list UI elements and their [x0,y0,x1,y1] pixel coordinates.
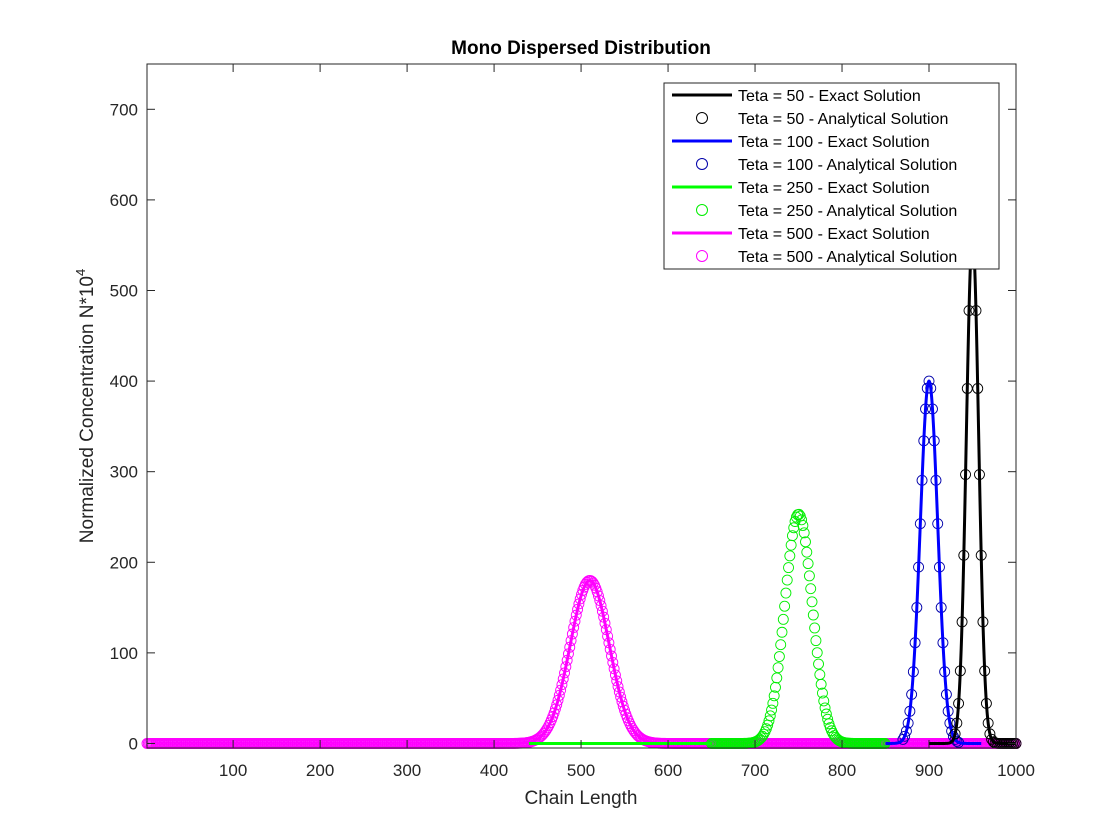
series-5-point [783,562,794,574]
series-5-point [805,583,817,595]
x-tick-label: 400 [480,761,508,780]
series-5-point [798,527,810,539]
legend: Teta = 50 - Exact Solution Teta = 50 - An… [663,82,1000,270]
series-5-point [781,574,793,586]
legend-swatch-marker [696,250,708,262]
series-2-line [884,379,983,745]
legend-swatch-marker [696,204,708,216]
legend-entry-label: Teta = 50 - Analytical Solution [738,111,948,128]
y-tick-label: 300 [110,463,138,482]
series-5-point [797,520,809,531]
y-tick-label: 500 [110,281,138,300]
legend-entry-label: Teta = 50 - Exact Solution [738,88,921,105]
series-5-point [777,613,789,625]
y-tick-label: 400 [110,372,138,391]
y-axis-label-exponent: 4 [73,269,88,276]
x-tick-label: 700 [741,761,769,780]
series-7-point [626,723,638,735]
series-5-point [809,622,821,634]
series-5-point [815,678,827,690]
y-tick-label: 200 [110,553,138,572]
series-5-point [818,695,830,707]
x-tick-label: 800 [828,761,856,780]
series-5-point [817,687,828,699]
x-tick-label: 200 [306,761,334,780]
series-5-point [758,728,770,740]
legend-swatch-marker [696,112,708,124]
series-5-point [773,651,785,662]
legend-entry-label: Teta = 500 - Exact Solution [738,226,930,243]
series-5-point [780,587,792,599]
y-tick-label: 100 [110,644,138,663]
series-5-point [776,626,788,638]
series-5-point [800,536,811,548]
series-5-point [822,713,834,725]
x-axis-label: Chain Length [524,788,637,809]
x-tick-label: 1000 [997,761,1035,780]
legend-entry-label: Teta = 100 - Exact Solution [738,134,930,151]
legend-entry-label: Teta = 500 - Analytical Solution [738,249,957,266]
x-tick-label: 300 [393,761,421,780]
y-axis-label: Normalized Concentration N*104 [73,269,98,543]
series-5-point [802,558,814,570]
series-5-point [764,710,776,722]
series-7-point [538,728,550,739]
series-3-point [899,730,911,742]
series-5-point [775,639,787,651]
series-5-point [768,690,780,702]
series-5-point [755,732,767,744]
series-5-point [766,704,778,716]
series-5-point [819,702,831,714]
series-5-point [763,715,775,727]
series-5-point [790,511,802,523]
series-5-point [796,514,808,526]
legend-box [663,82,1000,270]
legend-entry-label: Teta = 100 - Analytical Solution [738,157,957,174]
series-5-point [801,546,813,558]
chart-title: Mono Dispersed Distribution [451,38,711,59]
y-tick-label: 0 [129,734,138,753]
y-tick-label: 700 [110,100,138,119]
series-5-point [767,697,779,709]
series-5-point [779,600,791,612]
x-tick-label: 900 [915,761,943,780]
x-tick-label: 600 [654,761,682,780]
series-5-point [803,570,815,582]
x-tick-label: 500 [567,761,595,780]
tick-layer: 100 200 300 400 500 600 700 800 900 1000 0 100 200 30… [110,64,1035,780]
series-5-point [784,550,796,562]
legend-entry-label: Teta = 250 - Analytical Solution [738,203,957,220]
legend-swatch-marker [696,158,708,170]
series-5-point [772,662,784,674]
x-tick-label: 100 [219,761,247,780]
series-5-point [813,658,824,670]
series-5-point [806,596,818,608]
y-tick-label: 600 [110,191,138,210]
series-5-point [811,647,823,659]
y-axis-label-base: Normalized Concentration N*10 [77,276,98,543]
legend-entry-label: Teta = 250 - Exact Solution [738,180,930,197]
series-7-point [624,718,636,730]
series-5-point [810,635,822,647]
series-5-point [807,609,819,621]
series-5-point [786,530,798,542]
series-5-point [793,508,805,520]
